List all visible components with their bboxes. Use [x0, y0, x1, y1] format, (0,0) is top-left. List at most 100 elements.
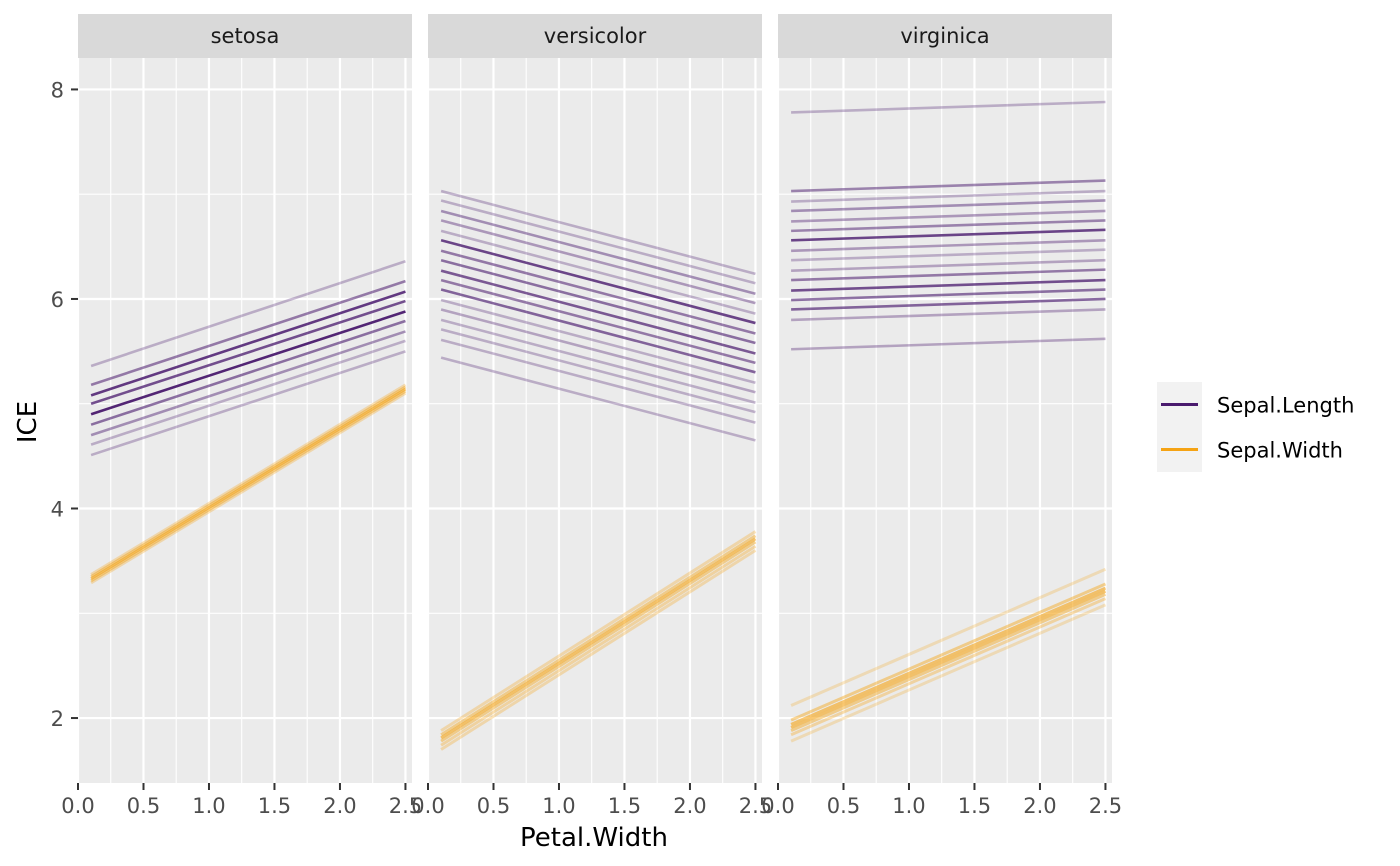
ice-line: [440, 298, 756, 385]
x-tick-label: 2.0: [673, 794, 706, 818]
x-tick-label: 0.5: [477, 794, 510, 818]
x-axis-virginica: 0.0 0.5 1.0 1.5 2.0 2.5: [761, 783, 1122, 818]
series-sepal-length-versicolor: [440, 189, 756, 442]
x-tick-label: 1.0: [192, 794, 225, 818]
ice-line: [791, 248, 1106, 262]
ice-line: [791, 189, 1106, 203]
ice-line: [791, 288, 1106, 302]
ice-line: [440, 318, 756, 404]
ice-line: [790, 589, 1107, 729]
ice-line: [791, 209, 1106, 223]
ice-line: [90, 330, 406, 437]
ice-line: [440, 356, 756, 442]
legend-label: Sepal.Length: [1217, 394, 1354, 418]
ice-line: [440, 209, 756, 295]
strip-label-versicolor: versicolor: [544, 24, 647, 48]
x-tick-label: 1.0: [892, 794, 925, 818]
ice-line: [791, 268, 1106, 282]
ice-line: [790, 597, 1107, 737]
series-sepal-width-versicolor: [440, 530, 757, 751]
x-tick-label: 2.0: [1023, 794, 1056, 818]
ice-line: [790, 582, 1107, 722]
ice-line: [440, 530, 757, 732]
x-tick-label: 0.0: [761, 794, 794, 818]
ice-line: [440, 544, 757, 747]
ice-line: [90, 319, 406, 426]
series-sepal-width-setosa: [90, 383, 407, 585]
ice-line: [791, 228, 1106, 242]
x-tick-label: 1.0: [542, 794, 575, 818]
y-tick-label: 6: [51, 288, 64, 312]
series-sepal-length-virginica: [791, 100, 1106, 351]
ice-line: [440, 308, 756, 394]
ice-line: [790, 567, 1107, 707]
panel-setosa: setosa: [76, 14, 412, 783]
ice-line: [791, 278, 1106, 292]
x-tick-label: 2.5: [389, 794, 422, 818]
ice-line: [790, 603, 1107, 743]
legend-item-sepal-width: Sepal.Width: [1157, 427, 1343, 472]
ice-line: [790, 586, 1107, 726]
ice-line: [440, 534, 757, 737]
ice-line: [440, 249, 756, 335]
y-axis-title: ICE: [13, 401, 43, 443]
panel-virginica: virginica: [776, 14, 1112, 783]
gridlines: [76, 58, 412, 783]
ice-line: [440, 258, 756, 345]
ice-line: [440, 189, 756, 276]
ice-line: [90, 383, 407, 576]
ice-line: [90, 299, 406, 405]
ice-line: [791, 238, 1106, 253]
legend-item-sepal-length: Sepal.Length: [1157, 382, 1354, 427]
x-tick-label: 2.5: [1089, 794, 1122, 818]
facet-panels: setosa versicolor virginica: [76, 14, 1112, 783]
x-tick-label: 1.5: [608, 794, 641, 818]
x-axis-setosa: 0.0 0.5 1.0 1.5 2.0 2.5: [61, 783, 422, 818]
ice-line: [90, 385, 407, 578]
ice-line: [90, 389, 407, 583]
x-tick-label: 0.0: [411, 794, 444, 818]
ice-line: [440, 540, 757, 743]
ice-line: [440, 239, 756, 325]
ice-line: [791, 199, 1106, 213]
ice-line: [791, 258, 1106, 272]
ice-line: [90, 310, 406, 416]
ice-line: [440, 219, 756, 305]
x-tick-label: 0.5: [827, 794, 860, 818]
x-tick-label: 0.5: [127, 794, 160, 818]
strip-label-virginica: virginica: [900, 24, 989, 48]
ice-line: [90, 339, 406, 446]
strip-virginica: [778, 14, 1112, 58]
ice-line: [90, 290, 406, 397]
ice-line: [791, 337, 1106, 351]
ice-line: [791, 297, 1106, 311]
panel-background: [78, 58, 412, 783]
ice-line: [440, 229, 756, 315]
x-tick-label: 1.5: [258, 794, 291, 818]
ice-line: [440, 278, 756, 365]
ice-line: [440, 199, 756, 285]
ice-line: [90, 279, 406, 387]
x-tick-label: 0.0: [61, 794, 94, 818]
strip-label-setosa: setosa: [211, 24, 280, 48]
ice-line: [90, 260, 406, 368]
y-tick-label: 8: [51, 78, 64, 102]
panel-versicolor: versicolor: [426, 14, 762, 783]
x-tick-label: 2.5: [739, 794, 772, 818]
y-axis: 2 4 6 8: [51, 78, 78, 731]
x-tick-label: 1.5: [958, 794, 991, 818]
ice-line: [90, 350, 406, 457]
legend-label: Sepal.Width: [1217, 439, 1343, 463]
panel-background: [428, 58, 762, 783]
strip-setosa: [78, 14, 412, 58]
ice-line: [790, 593, 1107, 732]
gridlines: [426, 58, 762, 783]
ice-line: [90, 387, 407, 580]
x-axes: 0.0 0.5 1.0 1.5 2.0 2.50.0 0.5 1.0 1.5 2.0 2.50.0 0…: [61, 783, 1122, 818]
ice-line: [440, 549, 757, 751]
ice-line: [440, 288, 756, 374]
ice-line: [791, 219, 1106, 233]
ice-line: [791, 100, 1106, 114]
ice-line: [440, 328, 756, 414]
